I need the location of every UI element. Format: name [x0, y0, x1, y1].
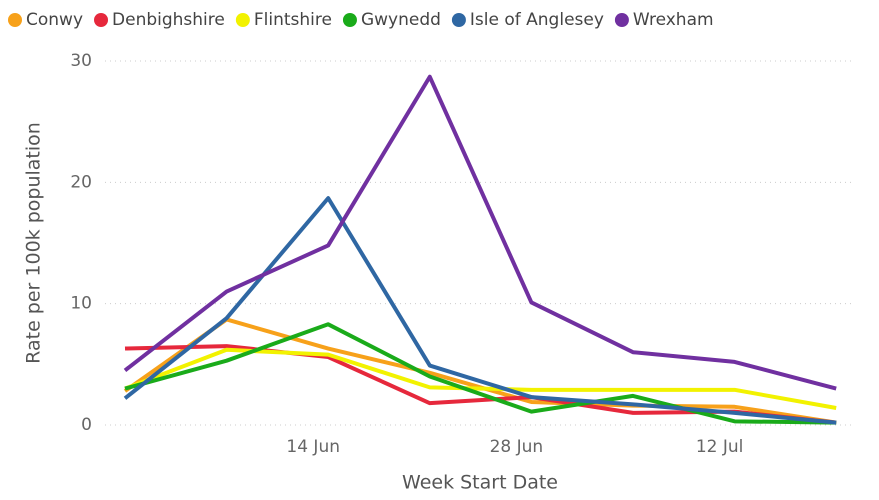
- x-tick-label: 12 Jul: [696, 437, 744, 457]
- x-axis-title: Week Start Date: [402, 472, 558, 494]
- legend-label: Denbighshire: [112, 10, 225, 30]
- legend-marker: [8, 13, 22, 27]
- y-tick-label: 10: [70, 294, 92, 314]
- y-tick-label: 20: [70, 172, 92, 192]
- legend-marker: [342, 13, 357, 27]
- y-axis-title: Rate per 100k population: [23, 122, 45, 364]
- series-line: [124, 347, 837, 410]
- series-line: [123, 74, 837, 391]
- legend-marker: [94, 13, 109, 27]
- x-tick-label: 14 Jun: [286, 437, 340, 457]
- legend-marker: [614, 13, 629, 27]
- y-tick-label: 30: [70, 51, 92, 71]
- legend-marker: [451, 13, 466, 27]
- series-line: [124, 322, 837, 425]
- series-line: [123, 317, 837, 425]
- legend-marker: [235, 13, 250, 27]
- legend-label: Gwynedd: [361, 10, 441, 30]
- legend-label: Flintshire: [254, 10, 332, 30]
- y-tick-label: 0: [81, 415, 92, 435]
- legend-label: Conwy: [26, 10, 83, 30]
- legend-label: Isle of Anglesey: [470, 10, 604, 30]
- legend-label: Wrexham: [633, 10, 714, 30]
- x-tick-label: 28 Jun: [490, 437, 544, 457]
- series-line: [123, 196, 837, 425]
